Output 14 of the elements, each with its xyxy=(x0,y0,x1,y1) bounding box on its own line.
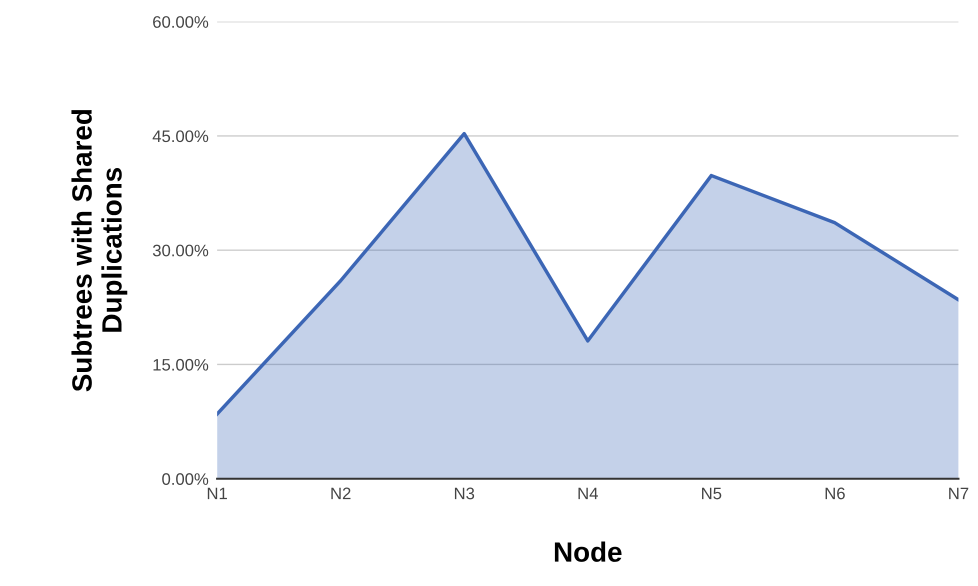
y-tick-label: 30.00% xyxy=(152,244,208,256)
x-tick-label: N2 xyxy=(331,488,350,500)
y-tick-label: 0.00% xyxy=(162,473,208,485)
x-tick-label: N7 xyxy=(949,488,968,500)
x-tick-label: N5 xyxy=(702,488,722,500)
x-tick-label: N3 xyxy=(454,488,474,500)
x-tick-label: N1 xyxy=(208,488,227,500)
x-tick-label: N4 xyxy=(578,488,598,500)
x-axis-title: Node xyxy=(554,542,622,562)
x-tick-label: N6 xyxy=(826,488,845,500)
y-tick-label: 45.00% xyxy=(152,130,208,142)
y-axis-title: Subtrees with Shared Duplications xyxy=(71,110,128,392)
y-tick-label: 60.00% xyxy=(153,16,208,28)
y-tick-label: 15.00% xyxy=(154,358,208,371)
